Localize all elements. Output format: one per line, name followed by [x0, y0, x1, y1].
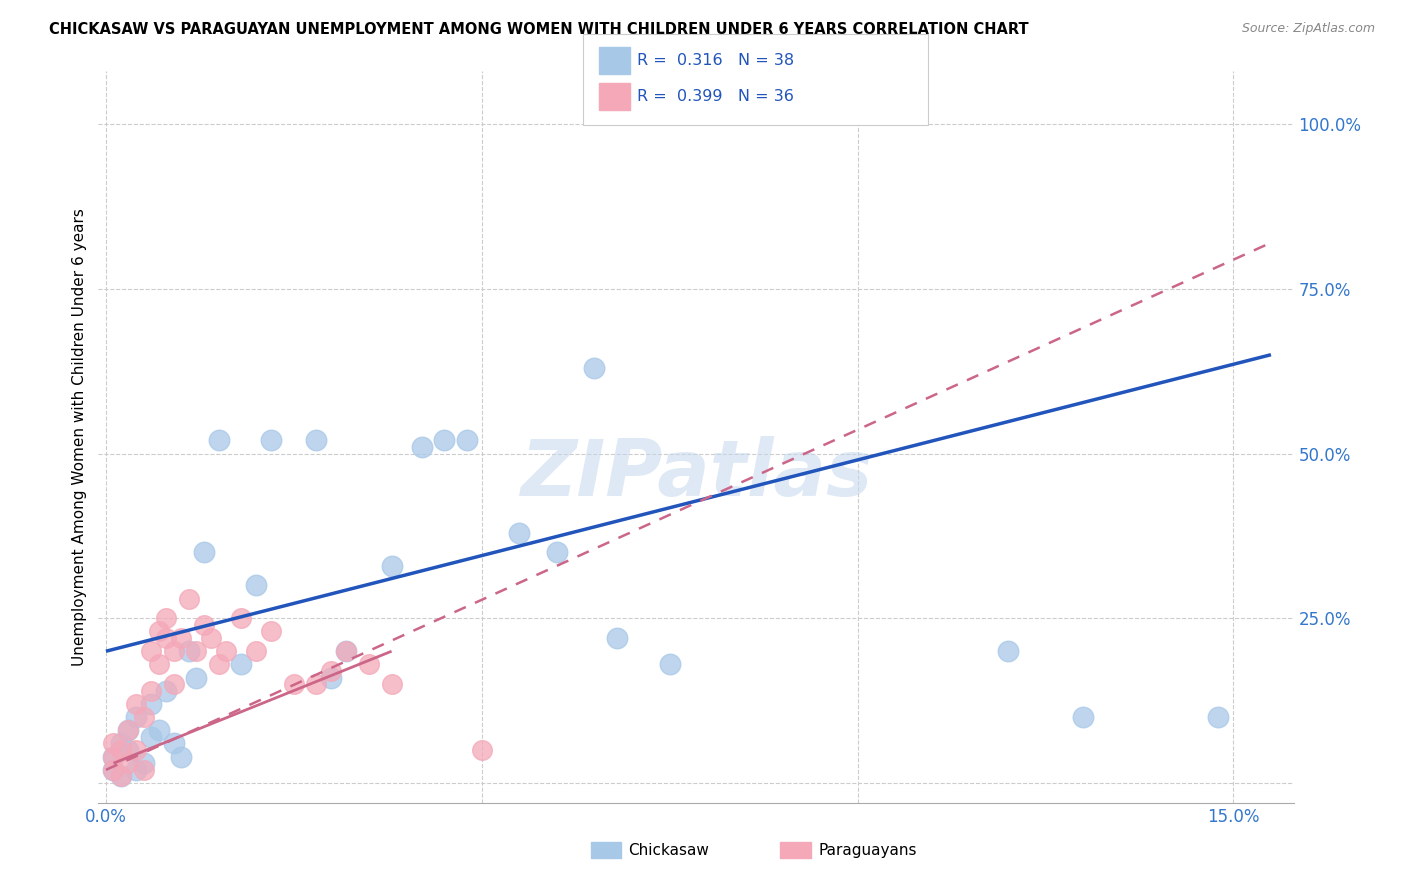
- Point: [103, 763, 125, 777]
- Point: [606, 631, 628, 645]
- Point: [997, 644, 1019, 658]
- Point: [260, 434, 283, 448]
- Point: [184, 644, 207, 658]
- Text: Chickasaw: Chickasaw: [628, 843, 710, 857]
- Text: ZIPatlas: ZIPatlas: [520, 435, 872, 512]
- Point: [155, 611, 177, 625]
- Y-axis label: Unemployment Among Women with Children Under 6 years: Unemployment Among Women with Children U…: [72, 208, 87, 666]
- Point: [170, 631, 193, 645]
- Point: [380, 677, 402, 691]
- Point: [335, 644, 357, 658]
- Point: [110, 737, 132, 751]
- Point: [132, 756, 155, 771]
- Point: [1071, 710, 1094, 724]
- Point: [231, 611, 253, 625]
- Point: [125, 710, 148, 724]
- Point: [103, 749, 125, 764]
- Point: [103, 749, 125, 764]
- Point: [177, 644, 200, 658]
- Point: [380, 558, 402, 573]
- Point: [117, 756, 139, 771]
- Point: [546, 545, 568, 559]
- Point: [132, 763, 155, 777]
- Point: [148, 657, 170, 672]
- Point: [658, 657, 681, 672]
- Point: [433, 434, 456, 448]
- Point: [139, 730, 162, 744]
- Point: [305, 677, 328, 691]
- Point: [321, 664, 343, 678]
- Text: R =  0.399   N = 36: R = 0.399 N = 36: [637, 89, 794, 103]
- Point: [139, 683, 162, 698]
- Point: [103, 737, 125, 751]
- Point: [132, 710, 155, 724]
- Point: [200, 631, 222, 645]
- Point: [215, 644, 238, 658]
- Point: [245, 644, 267, 658]
- Point: [125, 697, 148, 711]
- Point: [125, 763, 148, 777]
- Point: [208, 657, 231, 672]
- Point: [117, 723, 139, 738]
- Point: [139, 644, 162, 658]
- Point: [1208, 710, 1230, 724]
- Text: Paraguayans: Paraguayans: [818, 843, 917, 857]
- Text: CHICKASAW VS PARAGUAYAN UNEMPLOYMENT AMONG WOMEN WITH CHILDREN UNDER 6 YEARS COR: CHICKASAW VS PARAGUAYAN UNEMPLOYMENT AMO…: [49, 22, 1029, 37]
- Point: [125, 743, 148, 757]
- Point: [117, 743, 139, 757]
- Point: [193, 545, 215, 559]
- Point: [103, 763, 125, 777]
- Point: [117, 723, 139, 738]
- Point: [357, 657, 380, 672]
- Point: [208, 434, 231, 448]
- Point: [155, 683, 177, 698]
- Point: [260, 624, 283, 639]
- Text: R =  0.316   N = 38: R = 0.316 N = 38: [637, 54, 794, 68]
- Point: [162, 737, 184, 751]
- Point: [110, 743, 132, 757]
- Point: [162, 644, 184, 658]
- Point: [184, 671, 207, 685]
- Point: [508, 525, 530, 540]
- Point: [155, 631, 177, 645]
- Point: [110, 769, 132, 783]
- Point: [170, 749, 193, 764]
- Point: [148, 723, 170, 738]
- Point: [162, 677, 184, 691]
- Point: [177, 591, 200, 606]
- Point: [583, 360, 606, 375]
- Point: [456, 434, 478, 448]
- Point: [321, 671, 343, 685]
- Point: [193, 618, 215, 632]
- Point: [110, 769, 132, 783]
- Point: [471, 743, 494, 757]
- Point: [335, 644, 357, 658]
- Point: [148, 624, 170, 639]
- Point: [411, 440, 433, 454]
- Point: [231, 657, 253, 672]
- Point: [283, 677, 305, 691]
- Point: [305, 434, 328, 448]
- Point: [139, 697, 162, 711]
- Point: [245, 578, 267, 592]
- Text: Source: ZipAtlas.com: Source: ZipAtlas.com: [1241, 22, 1375, 36]
